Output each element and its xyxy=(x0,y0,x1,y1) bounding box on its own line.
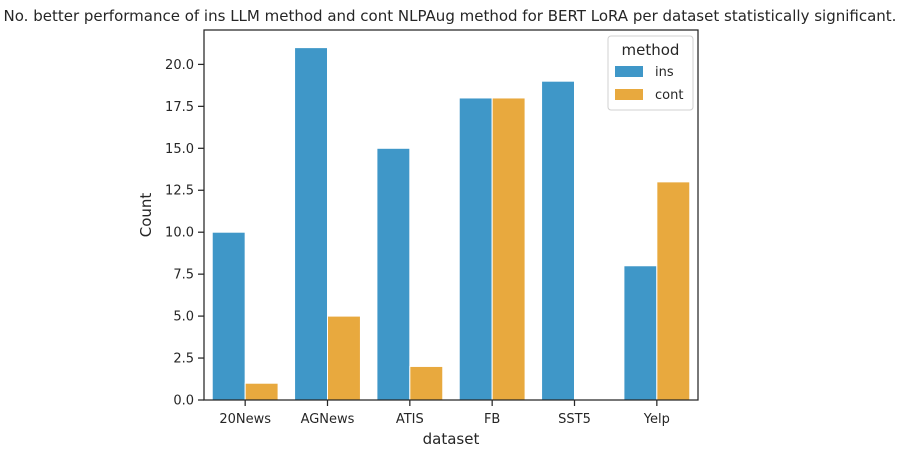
bar-ins-20News xyxy=(211,231,246,401)
y-tick-label: 5.0 xyxy=(173,310,194,325)
bar-cont-FB xyxy=(491,97,526,401)
bar-cont-20News xyxy=(244,382,279,401)
bar-ins-SST5 xyxy=(541,80,576,401)
legend-label-ins: ins xyxy=(655,65,674,80)
x-tick-label: FB xyxy=(484,412,500,427)
bar-ins-ATIS xyxy=(376,147,411,401)
legend-swatch-cont xyxy=(615,89,643,100)
x-tick-label: 20News xyxy=(219,412,271,427)
y-tick-label: 10.0 xyxy=(165,226,194,241)
legend: method ins cont xyxy=(607,35,694,111)
legend-title: method xyxy=(622,41,680,59)
x-tick-label: SST5 xyxy=(558,412,591,427)
y-tick-label: 15.0 xyxy=(165,142,194,157)
bar-cont-AGNews xyxy=(327,315,361,401)
legend-label-cont: cont xyxy=(655,88,683,103)
x-axis-label: dataset xyxy=(423,430,480,448)
y-tick-label: 0.0 xyxy=(173,394,194,409)
y-tick-label: 12.5 xyxy=(165,184,194,199)
bar-ins-Yelp xyxy=(623,265,658,401)
y-tick-label: 7.5 xyxy=(173,268,194,283)
y-axis-label: Count xyxy=(137,193,155,238)
y-tick-label: 2.5 xyxy=(173,352,194,367)
plot-area: 0.0 2.5 5.0 7.5 10.0 12.5 15.0 17.5 20.0 20News AG… xyxy=(165,29,699,427)
plot-frame xyxy=(203,29,699,401)
chart-title: No. better performance of ins LLM method… xyxy=(4,7,897,25)
y-tick-label: 20.0 xyxy=(165,58,194,73)
bar-ins-FB xyxy=(458,97,493,401)
legend-swatch-ins xyxy=(615,66,643,77)
y-tick-label: 17.5 xyxy=(165,100,194,115)
bar-cont-Yelp xyxy=(656,181,691,401)
x-tick-label: AGNews xyxy=(301,412,355,427)
bar-cont-ATIS xyxy=(409,365,444,401)
bar-ins-AGNews xyxy=(294,47,329,401)
x-tick-label: ATIS xyxy=(396,412,424,427)
x-tick-label: Yelp xyxy=(643,412,670,427)
